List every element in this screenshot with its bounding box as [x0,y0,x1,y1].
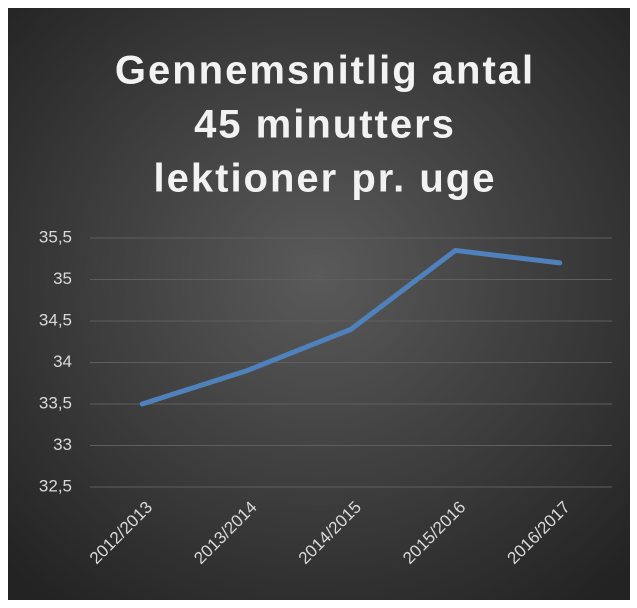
chart-title: 45 minutters [194,103,456,147]
line-series [139,247,563,407]
y-tick-label: 35,5 [39,227,72,246]
y-tick-label: 32,5 [39,476,72,495]
y-tick-label: 34 [53,352,72,371]
chart-background [8,8,630,600]
chart-title: Gennemsnitlig antal [115,49,535,93]
chart-title: lektioner pr. uge [154,157,497,201]
y-tick-label: 35 [53,269,72,288]
y-tick-label: 33 [53,435,72,454]
y-tick-label: 33,5 [39,393,72,412]
y-tick-label: 34,5 [39,310,72,329]
